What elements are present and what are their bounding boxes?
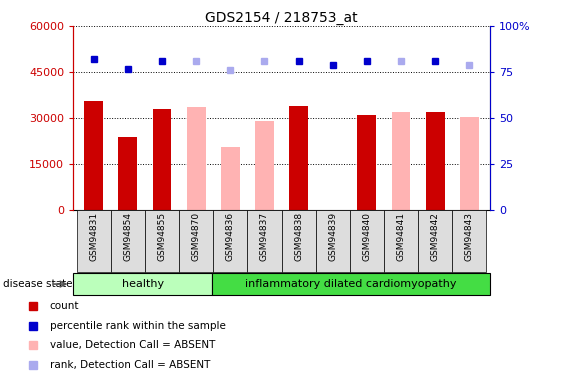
Bar — [77, 210, 111, 272]
Text: disease state: disease state — [3, 279, 72, 289]
Bar — [73, 273, 212, 295]
Text: GSM94855: GSM94855 — [158, 212, 167, 261]
Bar — [153, 109, 171, 210]
Text: GSM94843: GSM94843 — [465, 212, 474, 261]
Bar — [289, 106, 308, 210]
Text: count: count — [50, 301, 79, 311]
Text: GSM94840: GSM94840 — [363, 212, 372, 261]
Text: GSM94854: GSM94854 — [123, 212, 132, 261]
Bar — [212, 273, 490, 295]
Bar — [145, 210, 179, 272]
Text: GSM94870: GSM94870 — [191, 212, 200, 261]
Bar — [426, 112, 445, 210]
Bar — [418, 210, 452, 272]
Text: GSM94839: GSM94839 — [328, 212, 337, 261]
Text: rank, Detection Call = ABSENT: rank, Detection Call = ABSENT — [50, 360, 210, 370]
Bar — [111, 210, 145, 272]
Bar — [358, 115, 376, 210]
Bar — [255, 121, 274, 210]
Bar — [187, 107, 205, 210]
Bar — [213, 210, 247, 272]
Bar — [247, 210, 282, 272]
Text: inflammatory dilated cardiomyopathy: inflammatory dilated cardiomyopathy — [245, 279, 457, 289]
Text: percentile rank within the sample: percentile rank within the sample — [50, 321, 225, 331]
Text: GSM94837: GSM94837 — [260, 212, 269, 261]
Text: GSM94838: GSM94838 — [294, 212, 303, 261]
Bar — [392, 112, 410, 210]
Text: GDS2154 / 218753_at: GDS2154 / 218753_at — [205, 11, 358, 25]
Bar — [221, 147, 240, 210]
Bar — [460, 117, 479, 210]
Bar — [316, 210, 350, 272]
Text: GSM94841: GSM94841 — [396, 212, 405, 261]
Bar — [118, 136, 137, 210]
Bar — [452, 210, 486, 272]
Text: healthy: healthy — [122, 279, 164, 289]
Bar — [179, 210, 213, 272]
Bar — [350, 210, 384, 272]
Bar — [282, 210, 316, 272]
Text: value, Detection Call = ABSENT: value, Detection Call = ABSENT — [50, 340, 215, 351]
Bar — [84, 101, 103, 210]
Text: GSM94842: GSM94842 — [431, 212, 440, 261]
Text: GSM94831: GSM94831 — [89, 212, 98, 261]
Text: GSM94836: GSM94836 — [226, 212, 235, 261]
Bar — [384, 210, 418, 272]
